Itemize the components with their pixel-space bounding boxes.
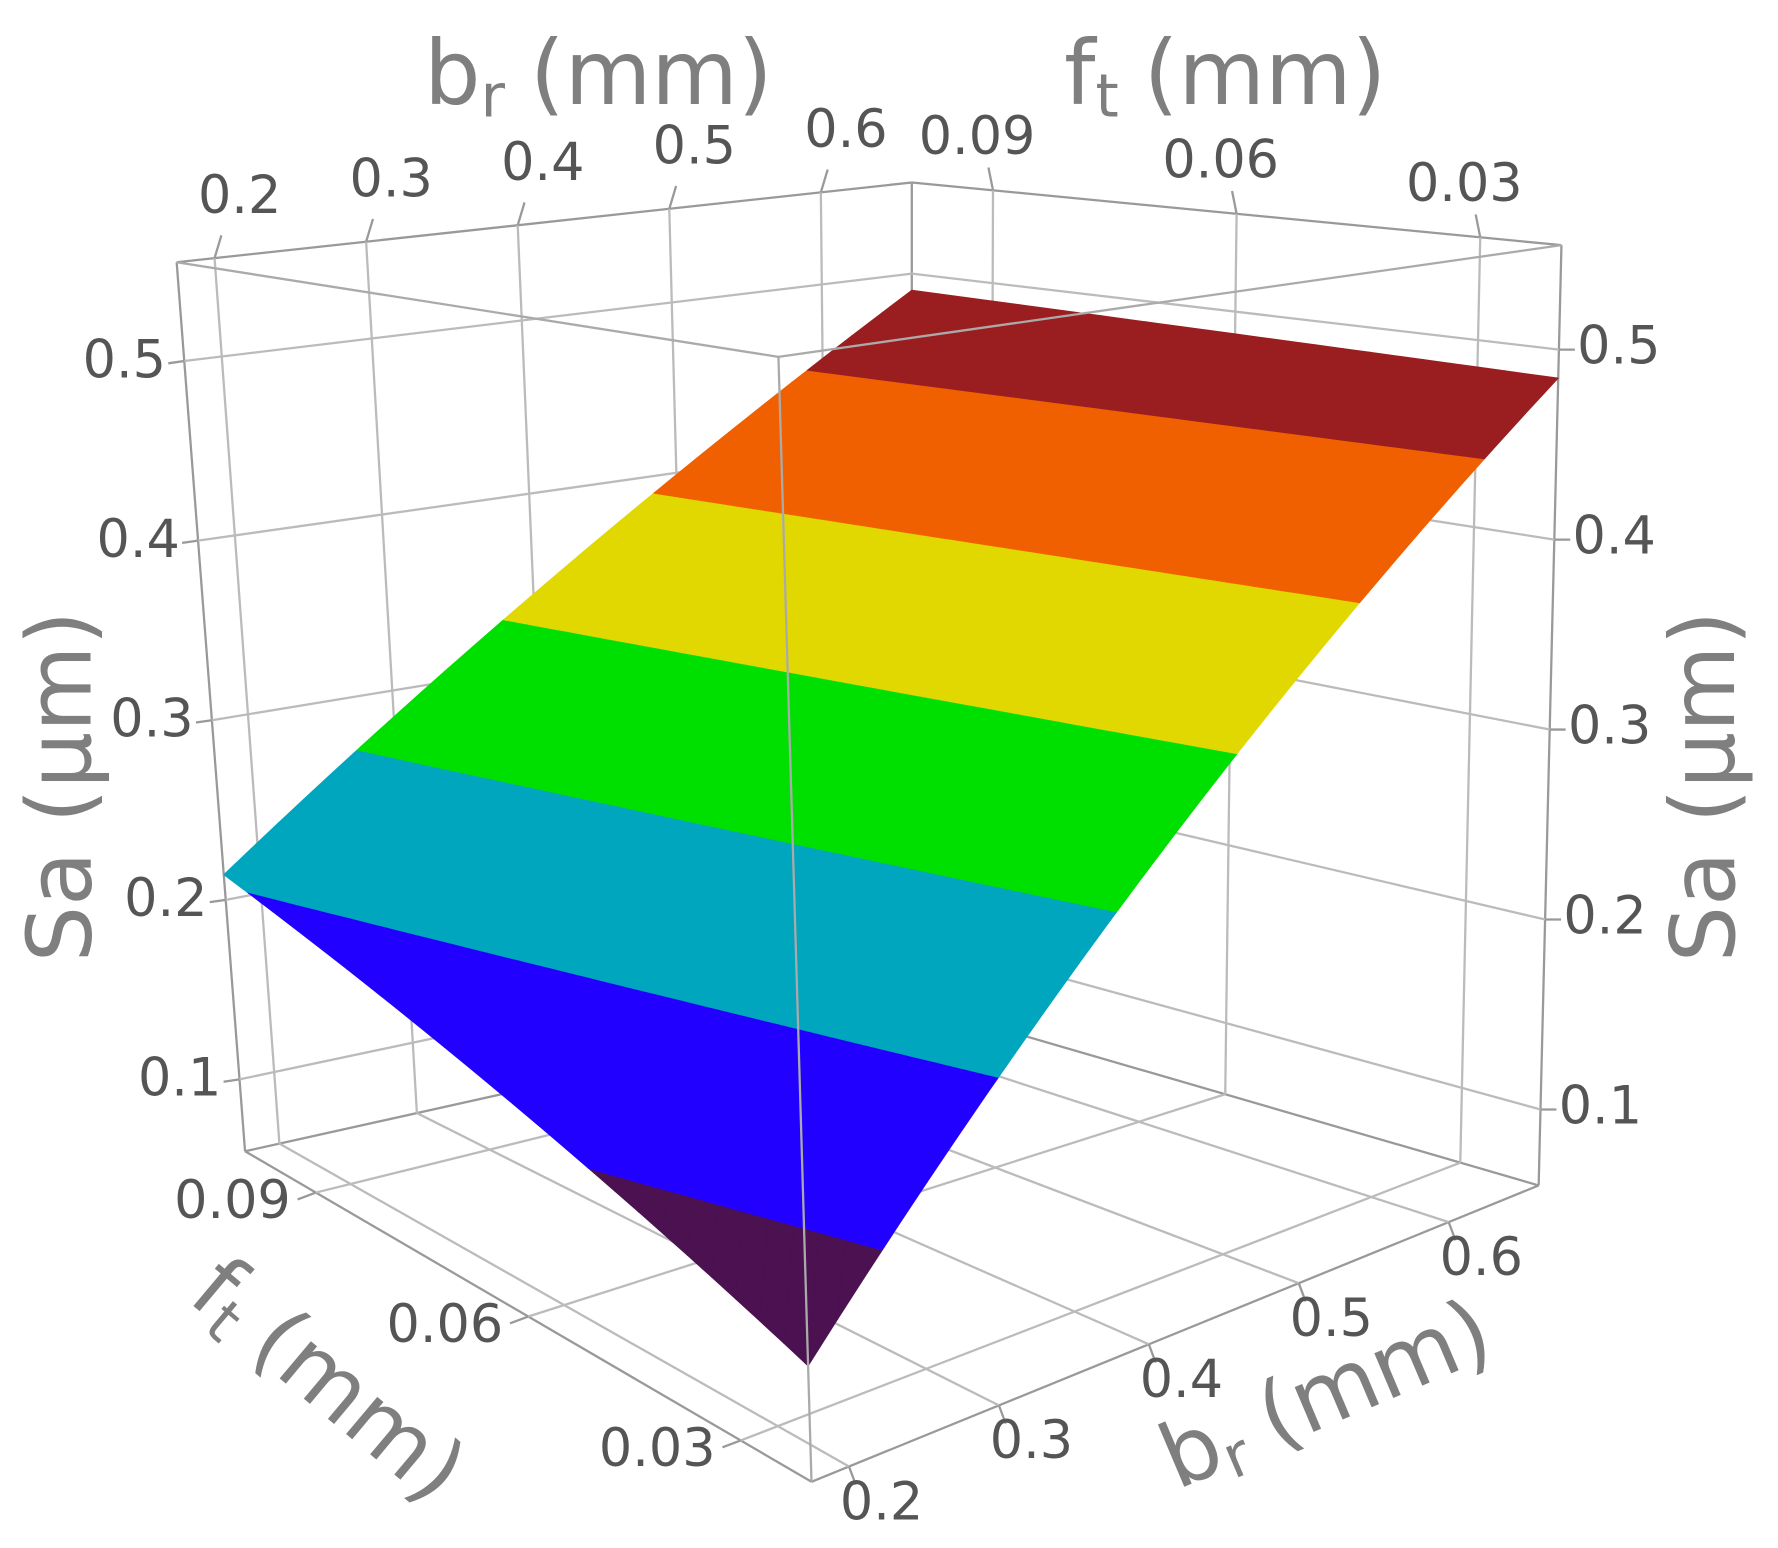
y-tick-label: 0.06 <box>387 1294 504 1355</box>
surface-patch <box>881 289 913 318</box>
surface-patch <box>360 720 390 757</box>
surface-patch <box>388 695 418 737</box>
tick-mark <box>1147 1343 1157 1363</box>
label-unit: (mm) <box>530 21 773 125</box>
x-tick-label: 0.5 <box>653 116 736 177</box>
z-tick-label: 0.1 <box>1559 1075 1642 1136</box>
surface-patch <box>673 452 704 485</box>
tick-mark <box>668 185 678 210</box>
surface-patch <box>586 524 617 559</box>
label-unit: (mm) <box>1144 21 1387 125</box>
surface-patch <box>472 621 502 660</box>
y-tick-label: 0.03 <box>1406 153 1523 214</box>
z-tick-label: 0.1 <box>138 1048 221 1109</box>
surface <box>223 289 1559 1367</box>
surface-patch <box>557 548 588 584</box>
surface-patch <box>702 428 734 461</box>
surface-patch <box>851 312 883 342</box>
z-tick-label: 0.5 <box>83 329 166 390</box>
x-tick-label: 0.3 <box>350 148 433 209</box>
z-axis-label-right: Sa (µm) <box>1651 611 1755 963</box>
box-edge <box>175 262 247 1152</box>
surface-patch <box>529 572 559 609</box>
tick-mark <box>819 169 829 193</box>
label-main: f <box>1064 21 1097 125</box>
x-tick-label: 0.2 <box>198 165 281 226</box>
x-tick-label: 0.4 <box>501 132 584 193</box>
surface-patch <box>806 358 823 373</box>
tick-mark <box>509 1315 529 1325</box>
surface-patch <box>305 771 334 815</box>
tick-mark <box>168 359 185 365</box>
tick-mark <box>223 1078 240 1083</box>
tick-mark <box>987 167 995 191</box>
z-tick-label: 0.4 <box>1573 506 1656 567</box>
y-tick-label: 0.09 <box>174 1170 291 1231</box>
grid-line <box>213 258 281 1144</box>
box-edge <box>777 356 813 1482</box>
z-tick-label: 0.3 <box>110 689 193 750</box>
tick-mark <box>213 235 223 259</box>
x-tick-label: 0.4 <box>1140 1349 1223 1410</box>
label-sub: t <box>1095 62 1118 131</box>
z-tick-label: 0.2 <box>124 868 207 929</box>
x-tick-label: 0.3 <box>990 1410 1073 1471</box>
tick-mark <box>1297 1282 1307 1302</box>
grid-line <box>184 272 912 363</box>
x-axis-label-top: br (mm) <box>424 21 772 130</box>
tick-mark <box>722 1439 742 1449</box>
tick-mark <box>209 898 226 904</box>
z-tick-label: 0.5 <box>1577 316 1660 377</box>
box-edge <box>811 1184 1540 1483</box>
surface-patch <box>761 381 793 413</box>
surface-patch <box>277 797 307 841</box>
surface-patch <box>653 476 675 497</box>
tick-mark <box>365 218 375 243</box>
tick-mark <box>195 719 213 724</box>
z-axis-label-left: Sa (µm) <box>8 611 112 963</box>
grid-line <box>740 1161 1461 1442</box>
y-tick-label: 0.06 <box>1162 130 1279 191</box>
tick-mark <box>997 1405 1007 1425</box>
tick-mark <box>181 539 199 545</box>
surface-patch <box>223 848 252 893</box>
x-tick-label: 0.6 <box>1440 1227 1523 1288</box>
z-tick-label: 0.4 <box>96 509 179 570</box>
surface-patch <box>444 646 474 685</box>
surface-patch <box>416 670 446 711</box>
y-tick-label: 0.09 <box>919 106 1036 167</box>
x-tick-label: 0.2 <box>840 1471 923 1532</box>
box-edge <box>176 261 779 358</box>
label-main: b <box>424 21 480 125</box>
surface-patch <box>250 822 279 868</box>
grid-line <box>911 272 1560 351</box>
box-edge <box>1537 245 1563 1186</box>
z-tick-label: 0.2 <box>1563 886 1646 947</box>
box-front <box>176 244 1562 1482</box>
tick-mark <box>1447 1221 1457 1241</box>
y-tick-label: 0.03 <box>599 1418 716 1479</box>
box-edge <box>176 181 912 264</box>
tick-mark <box>1474 214 1482 238</box>
surface-patch <box>615 500 646 534</box>
surface-patch <box>356 746 362 752</box>
box-edge <box>778 244 1562 358</box>
tick-mark <box>516 202 526 226</box>
surface-patch <box>503 596 531 625</box>
x-tick-label: 0.6 <box>804 99 887 160</box>
surface-patch <box>732 405 763 437</box>
tick-mark <box>1230 190 1238 215</box>
tick-mark <box>297 1191 317 1201</box>
label-sub: r <box>481 62 506 131</box>
y-axis-label-top: ft (mm) <box>1064 21 1386 130</box>
x-tick-label: 0.5 <box>1290 1288 1373 1349</box>
tick-mark <box>847 1466 857 1486</box>
z-tick-label: 0.3 <box>1568 696 1651 757</box>
